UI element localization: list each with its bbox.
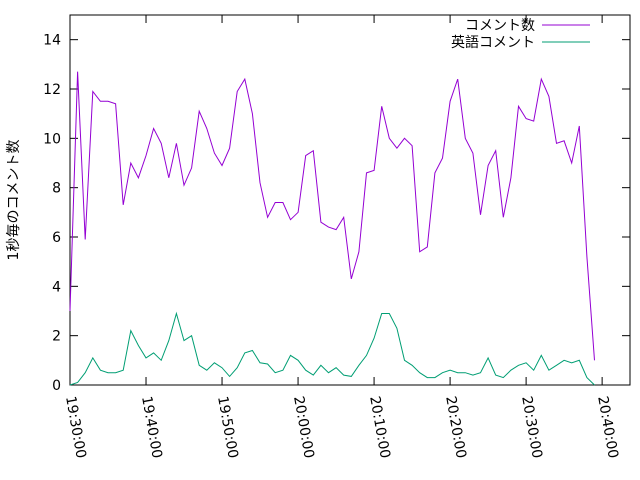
- legend-label: 英語コメント: [451, 34, 535, 51]
- x-tick-label: 20:30:00: [518, 395, 545, 460]
- x-tick-label: 20:10:00: [366, 395, 393, 460]
- y-tick-label: 14: [43, 33, 61, 49]
- y-tick-label: 6: [52, 230, 61, 246]
- legend-label: コメント数: [465, 18, 535, 34]
- y-tick-label: 2: [52, 329, 61, 345]
- y-tick-label: 0: [52, 378, 61, 394]
- line-series: [69, 71, 595, 361]
- y-tick-label: 4: [52, 279, 61, 295]
- x-tick-label: 19:30:00: [62, 395, 89, 460]
- x-tick-label: 20:00:00: [290, 395, 317, 460]
- line-series: [69, 311, 595, 386]
- y-tick-label: 8: [52, 181, 61, 197]
- x-tick-label: 20:40:00: [594, 395, 621, 460]
- y-tick-label: 10: [43, 131, 61, 147]
- x-tick-label: 19:40:00: [138, 395, 165, 460]
- x-tick-label: 20:20:00: [442, 395, 469, 460]
- plot-border: [69, 14, 631, 386]
- y-axis-label: 1秒毎のコメント数: [6, 140, 22, 261]
- x-tick-label: 19:50:00: [214, 395, 241, 460]
- y-tick-label: 12: [43, 82, 61, 98]
